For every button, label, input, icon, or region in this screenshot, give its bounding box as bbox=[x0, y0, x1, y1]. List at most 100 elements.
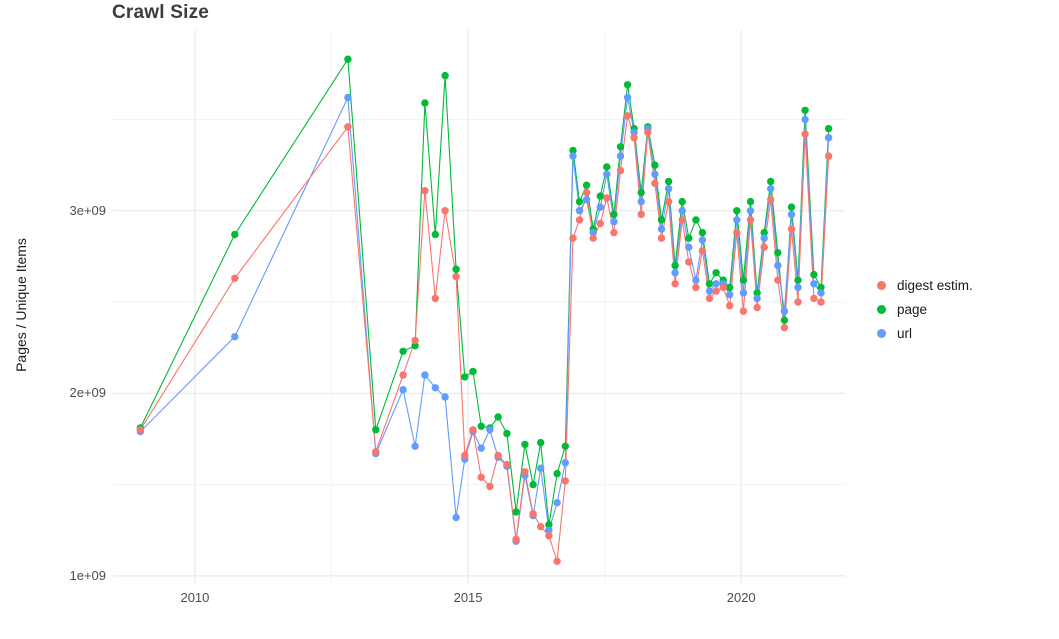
data-point-url bbox=[733, 216, 741, 224]
data-point-digest-estim bbox=[344, 123, 352, 131]
data-point-digest-estim bbox=[399, 371, 407, 379]
data-point-url bbox=[787, 210, 796, 219]
data-point-page bbox=[692, 216, 700, 224]
data-point-digest-estim bbox=[671, 280, 679, 288]
data-point-digest-estim bbox=[136, 426, 144, 434]
data-point-url bbox=[569, 152, 577, 160]
data-point-url bbox=[817, 289, 825, 297]
data-point-digest-estim bbox=[664, 197, 673, 206]
data-point-page bbox=[671, 261, 679, 270]
data-point-url bbox=[692, 276, 700, 284]
data-point-page bbox=[503, 429, 511, 438]
data-point-page bbox=[780, 316, 789, 324]
data-point-digest-estim bbox=[746, 216, 755, 224]
x-tick-label: 2015 bbox=[453, 590, 483, 605]
data-point-page bbox=[421, 99, 429, 107]
data-point-url bbox=[596, 203, 604, 211]
data-point-url bbox=[739, 289, 748, 297]
data-point-page bbox=[794, 276, 802, 284]
data-point-url bbox=[801, 115, 809, 124]
data-point-page bbox=[824, 124, 833, 133]
data-point-url bbox=[712, 280, 720, 288]
data-point-digest-estim bbox=[760, 243, 768, 251]
data-point-url bbox=[685, 243, 693, 251]
data-point-url bbox=[486, 426, 494, 434]
data-point-page bbox=[787, 203, 796, 211]
data-point-digest-estim bbox=[231, 274, 239, 282]
data-point-digest-estim bbox=[774, 276, 782, 284]
legend-dot-digest-estim-icon bbox=[877, 280, 886, 290]
data-point-digest-estim bbox=[603, 194, 611, 202]
data-point-page bbox=[767, 177, 775, 186]
data-point-digest-estim bbox=[685, 258, 693, 266]
data-point-digest-estim bbox=[529, 510, 537, 518]
data-point-url bbox=[746, 207, 755, 215]
data-point-url bbox=[553, 499, 561, 507]
legend-dot-page-icon bbox=[877, 304, 886, 314]
data-point-page bbox=[678, 197, 686, 206]
data-point-url bbox=[705, 287, 714, 295]
legend-item-url: url bbox=[877, 324, 973, 342]
data-point-page bbox=[411, 342, 419, 350]
data-point-page bbox=[685, 234, 693, 242]
data-point-page bbox=[705, 280, 714, 288]
data-point-page bbox=[452, 265, 460, 273]
data-point-page bbox=[521, 440, 529, 449]
data-point-digest-estim bbox=[794, 298, 802, 306]
data-point-digest-estim bbox=[616, 166, 625, 175]
data-point-url bbox=[637, 197, 645, 206]
data-point-page bbox=[582, 181, 591, 189]
data-point-digest-estim bbox=[810, 294, 818, 303]
data-point-digest-estim bbox=[719, 283, 727, 292]
data-point-page bbox=[399, 347, 407, 355]
data-point-digest-estim bbox=[630, 134, 638, 142]
data-point-url bbox=[399, 386, 407, 394]
plot-area bbox=[113, 30, 845, 585]
data-point-digest-estim bbox=[545, 532, 553, 540]
data-point-url bbox=[610, 218, 618, 226]
data-point-url bbox=[537, 464, 545, 472]
data-point-digest-estim bbox=[372, 448, 380, 456]
data-point-digest-estim bbox=[780, 323, 789, 332]
series-line-digest-estim bbox=[139, 115, 830, 562]
data-point-url bbox=[726, 291, 734, 299]
data-point-digest-estim bbox=[521, 468, 529, 476]
data-point-digest-estim bbox=[824, 152, 833, 160]
data-point-digest-estim bbox=[503, 460, 511, 469]
data-point-page bbox=[712, 269, 720, 277]
data-point-digest-estim bbox=[452, 272, 460, 281]
data-point-digest-estim bbox=[512, 535, 520, 544]
y-tick-label: 2e+09 bbox=[69, 385, 106, 401]
data-point-page bbox=[739, 276, 748, 284]
data-point-url bbox=[411, 442, 419, 450]
data-point-url bbox=[421, 371, 429, 379]
data-point-page bbox=[733, 207, 741, 215]
data-point-page bbox=[603, 163, 611, 171]
data-point-page bbox=[372, 426, 380, 434]
y-tick-label: 3e+09 bbox=[69, 202, 106, 218]
y-axis-label: Pages / Unique Items bbox=[13, 238, 29, 372]
data-point-url bbox=[794, 283, 802, 292]
data-point-url bbox=[344, 93, 352, 102]
data-point-digest-estim bbox=[753, 303, 761, 312]
data-point-page bbox=[441, 71, 449, 80]
data-point-digest-estim bbox=[469, 426, 477, 434]
data-point-page bbox=[553, 469, 561, 478]
data-point-digest-estim bbox=[582, 188, 591, 197]
data-point-digest-estim bbox=[705, 294, 714, 303]
data-point-digest-estim bbox=[561, 477, 569, 485]
data-point-page bbox=[512, 508, 520, 516]
data-point-url bbox=[657, 225, 666, 233]
data-point-url bbox=[753, 294, 761, 303]
data-point-digest-estim bbox=[575, 216, 584, 224]
data-point-url bbox=[671, 269, 679, 277]
data-point-page bbox=[810, 270, 818, 279]
data-point-url bbox=[452, 513, 460, 522]
data-point-digest-estim bbox=[623, 112, 632, 120]
data-point-page bbox=[623, 81, 632, 89]
data-point-digest-estim bbox=[637, 210, 645, 219]
data-point-page bbox=[616, 143, 625, 151]
data-point-digest-estim bbox=[569, 234, 577, 242]
data-point-digest-estim bbox=[733, 228, 741, 237]
legend-item-digest-estim: digest estim. bbox=[877, 276, 973, 294]
